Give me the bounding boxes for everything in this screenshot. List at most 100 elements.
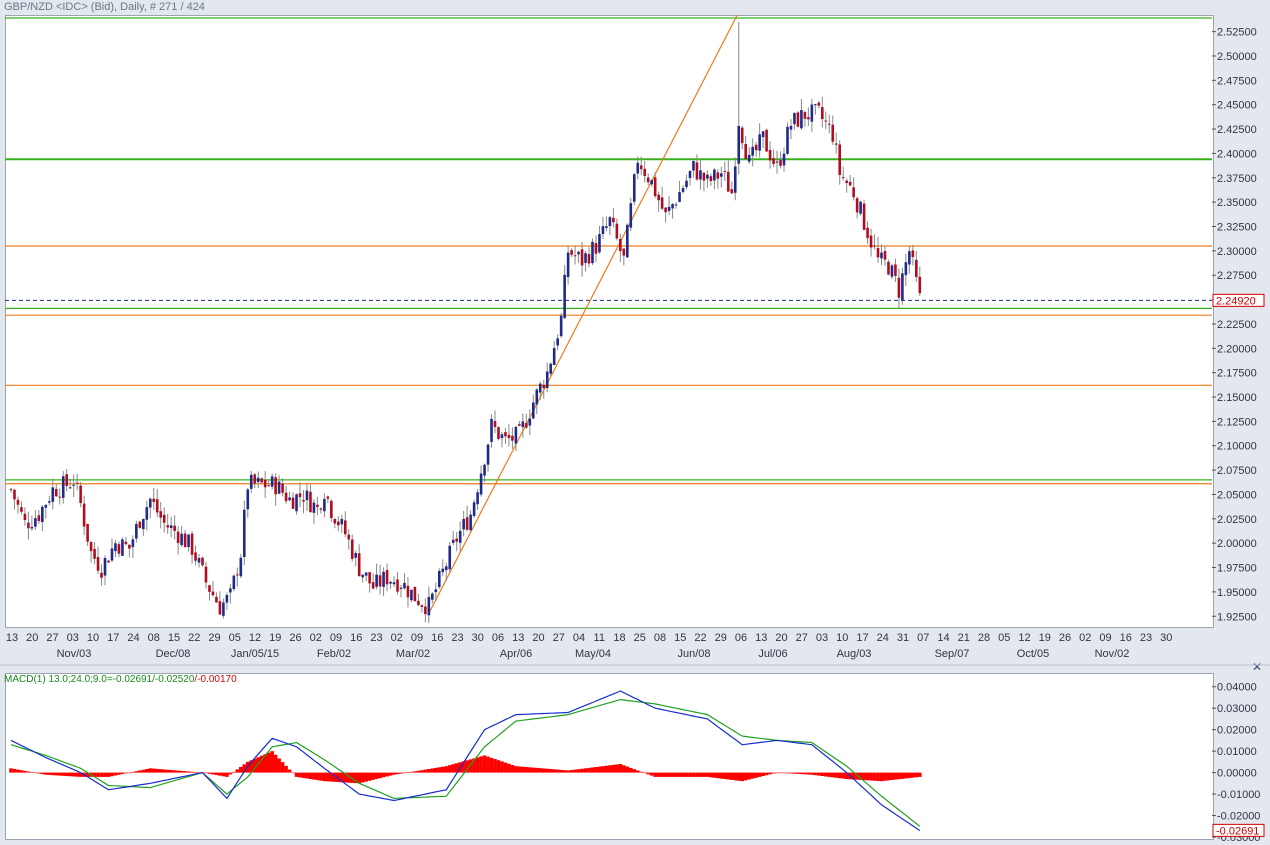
candle-body [20, 507, 23, 512]
x-month-label: Apr/06 [500, 648, 532, 660]
histogram-bar [851, 772, 856, 780]
macd-y-tick-label: -0.01000 [1217, 789, 1260, 801]
candle-body [16, 499, 20, 505]
histogram-bar [674, 772, 678, 777]
histogram-bar [239, 766, 243, 773]
candle-body [361, 574, 364, 578]
macd-y-tick-label: -0.02000 [1217, 811, 1260, 823]
candle-body [72, 484, 75, 486]
histogram-bar [618, 764, 623, 773]
candle-body [472, 502, 476, 517]
candle-body [267, 485, 270, 487]
histogram-bar [562, 770, 567, 773]
histogram-bar [444, 766, 449, 773]
candle-body [354, 553, 358, 558]
candle-body [462, 518, 465, 530]
histogram-bar [736, 772, 741, 781]
histogram-bar [681, 772, 685, 777]
candle-body [894, 264, 897, 276]
price-panel[interactable] [5, 15, 1214, 628]
histogram-bar [117, 772, 121, 775]
x-tick-label: 27 [796, 632, 808, 644]
candle-body [549, 363, 553, 374]
candle-body [371, 582, 375, 589]
candle-body [330, 500, 333, 519]
histogram-bar [71, 772, 76, 777]
x-tick-label: 12 [249, 632, 261, 644]
candle-body [61, 476, 65, 498]
candle-body [82, 503, 86, 527]
histogram-bar [583, 768, 588, 773]
candle-body [288, 497, 291, 501]
candle-body [570, 250, 573, 255]
histogram-bar [68, 772, 72, 777]
histogram-bar [604, 765, 609, 773]
macd-panel[interactable] [5, 673, 1214, 840]
candle-body [385, 570, 389, 585]
candle-body [441, 568, 445, 573]
candle-body [479, 473, 483, 495]
candle-body [434, 589, 438, 593]
histogram-bar [333, 772, 337, 782]
histogram-bar [559, 769, 563, 773]
candle-body [786, 126, 789, 154]
histogram-bar [447, 765, 452, 773]
candle-body [650, 180, 653, 185]
histogram-bar [869, 772, 873, 781]
candle-body [166, 525, 169, 528]
histogram-bar [660, 772, 664, 777]
x-tick-label: 23 [1140, 632, 1152, 644]
candle-body [577, 251, 580, 255]
candle-body [68, 487, 72, 489]
candle-body [319, 508, 323, 510]
histogram-bar [57, 772, 62, 776]
histogram-bar [545, 768, 550, 773]
x-month-label: Jan/05/15 [231, 648, 279, 660]
histogram-bar [225, 772, 229, 777]
candle-body [277, 481, 281, 494]
candle-body [880, 252, 883, 259]
candle-body [866, 227, 869, 239]
histogram-bar [364, 772, 368, 782]
x-tick-label: 06 [492, 632, 504, 644]
x-month-label: Dec/08 [156, 648, 191, 660]
candle-body [382, 571, 385, 587]
histogram-bar [249, 760, 254, 773]
candle-body [810, 104, 814, 122]
candle-body [744, 144, 748, 160]
x-month-label: Feb/02 [317, 648, 351, 660]
candle-body [295, 494, 298, 512]
candle-body [375, 574, 378, 587]
histogram-bar [823, 772, 828, 777]
candle-body [918, 276, 922, 294]
candle-body [305, 490, 309, 501]
x-tick-label: 10 [836, 632, 848, 644]
histogram-bar [416, 770, 421, 773]
candle-body [852, 187, 855, 198]
histogram-bar [298, 772, 302, 778]
x-tick-label: 27 [553, 632, 565, 644]
candle-body [636, 162, 640, 174]
candle-body [246, 489, 250, 510]
x-tick-label: 16 [350, 632, 362, 644]
close-x-icon[interactable]: ✕ [1252, 660, 1263, 674]
candle-body [431, 593, 434, 600]
histogram-bar [319, 772, 323, 781]
candle-body [201, 557, 204, 566]
histogram-bar [305, 772, 309, 779]
candle-body [23, 513, 27, 521]
candle-body [337, 521, 340, 526]
candle-body [580, 249, 584, 266]
histogram-bar [326, 772, 330, 782]
candle-body [720, 173, 723, 177]
candle-body [716, 172, 720, 179]
x-month-label: Oct/05 [1017, 648, 1049, 660]
candle-body [30, 526, 34, 529]
candle-body [629, 203, 633, 228]
x-tick-label: 24 [877, 632, 889, 644]
histogram-bar [211, 772, 215, 775]
candle-body [897, 277, 901, 298]
x-month-label: Nov/02 [1095, 648, 1130, 660]
histogram-bar [500, 761, 504, 773]
x-tick-label: 11 [594, 632, 605, 644]
